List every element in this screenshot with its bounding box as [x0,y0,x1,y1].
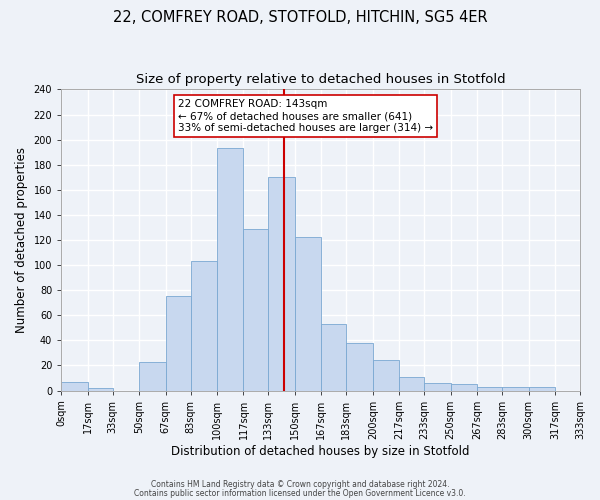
Text: Contains HM Land Registry data © Crown copyright and database right 2024.: Contains HM Land Registry data © Crown c… [151,480,449,489]
Bar [399,376,424,390]
Bar [529,387,555,390]
Y-axis label: Number of detached properties: Number of detached properties [15,147,28,333]
Bar [217,148,244,390]
Bar [139,362,166,390]
Bar [502,387,529,390]
Text: 22, COMFREY ROAD, STOTFOLD, HITCHIN, SG5 4ER: 22, COMFREY ROAD, STOTFOLD, HITCHIN, SG5… [113,10,487,25]
Bar [322,324,346,390]
Bar [244,228,268,390]
Bar [191,262,217,390]
Title: Size of property relative to detached houses in Stotfold: Size of property relative to detached ho… [136,72,505,86]
Bar [61,382,88,390]
Bar [268,178,295,390]
Text: Contains public sector information licensed under the Open Government Licence v3: Contains public sector information licen… [134,488,466,498]
Bar [424,383,451,390]
Bar [346,343,373,390]
Text: 22 COMFREY ROAD: 143sqm
← 67% of detached houses are smaller (641)
33% of semi-d: 22 COMFREY ROAD: 143sqm ← 67% of detache… [178,100,433,132]
Bar [166,296,191,390]
Bar [295,238,322,390]
Bar [451,384,477,390]
Bar [477,387,502,390]
Bar [88,388,113,390]
X-axis label: Distribution of detached houses by size in Stotfold: Distribution of detached houses by size … [172,444,470,458]
Bar [373,360,399,390]
